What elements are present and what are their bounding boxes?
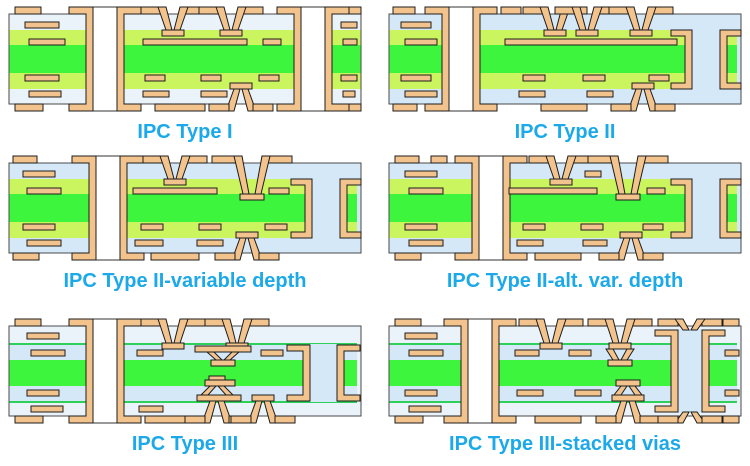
panel-ipc-type-iii-stacked-vias: IPC Type III-stacked vias — [385, 316, 745, 456]
panel-ipc-type-iii: IPC Type III — [5, 316, 365, 456]
ipc-type-i-cross-section-diagram — [8, 6, 362, 112]
panel-ipc-type-ii: IPC Type II — [385, 4, 745, 144]
panel-ipc-type-i: IPC Type I — [5, 4, 365, 144]
ipc-type-ii-alt-var-depth-label: IPC Type II-alt. var. depth — [446, 270, 684, 292]
panel-ipc-type-ii-alt-var-depth: IPC Type II-alt. var. depth — [385, 153, 745, 293]
ipc-type-ii-alt-var-depth-cross-section-diagram — [388, 155, 742, 261]
ipc-type-iii-cross-section-diagram — [8, 318, 362, 424]
ipc-type-ii-cross-section-diagram — [388, 6, 742, 112]
ipc-type-iii-label: IPC Type III — [131, 433, 239, 455]
ipc-type-iii-stacked-vias-cross-section-diagram — [388, 318, 742, 424]
ipc-type-i-label: IPC Type I — [137, 121, 233, 143]
ipc-type-ii-variable-depth-label: IPC Type II-variable depth — [63, 270, 307, 292]
panel-ipc-type-ii-variable-depth: IPC Type II-variable depth — [5, 153, 365, 293]
ipc-type-ii-variable-depth-cross-section-diagram — [8, 155, 362, 261]
ipc-type-iii-stacked-vias-label: IPC Type III-stacked vias — [449, 433, 681, 455]
ipc-type-ii-label: IPC Type II — [514, 121, 616, 143]
